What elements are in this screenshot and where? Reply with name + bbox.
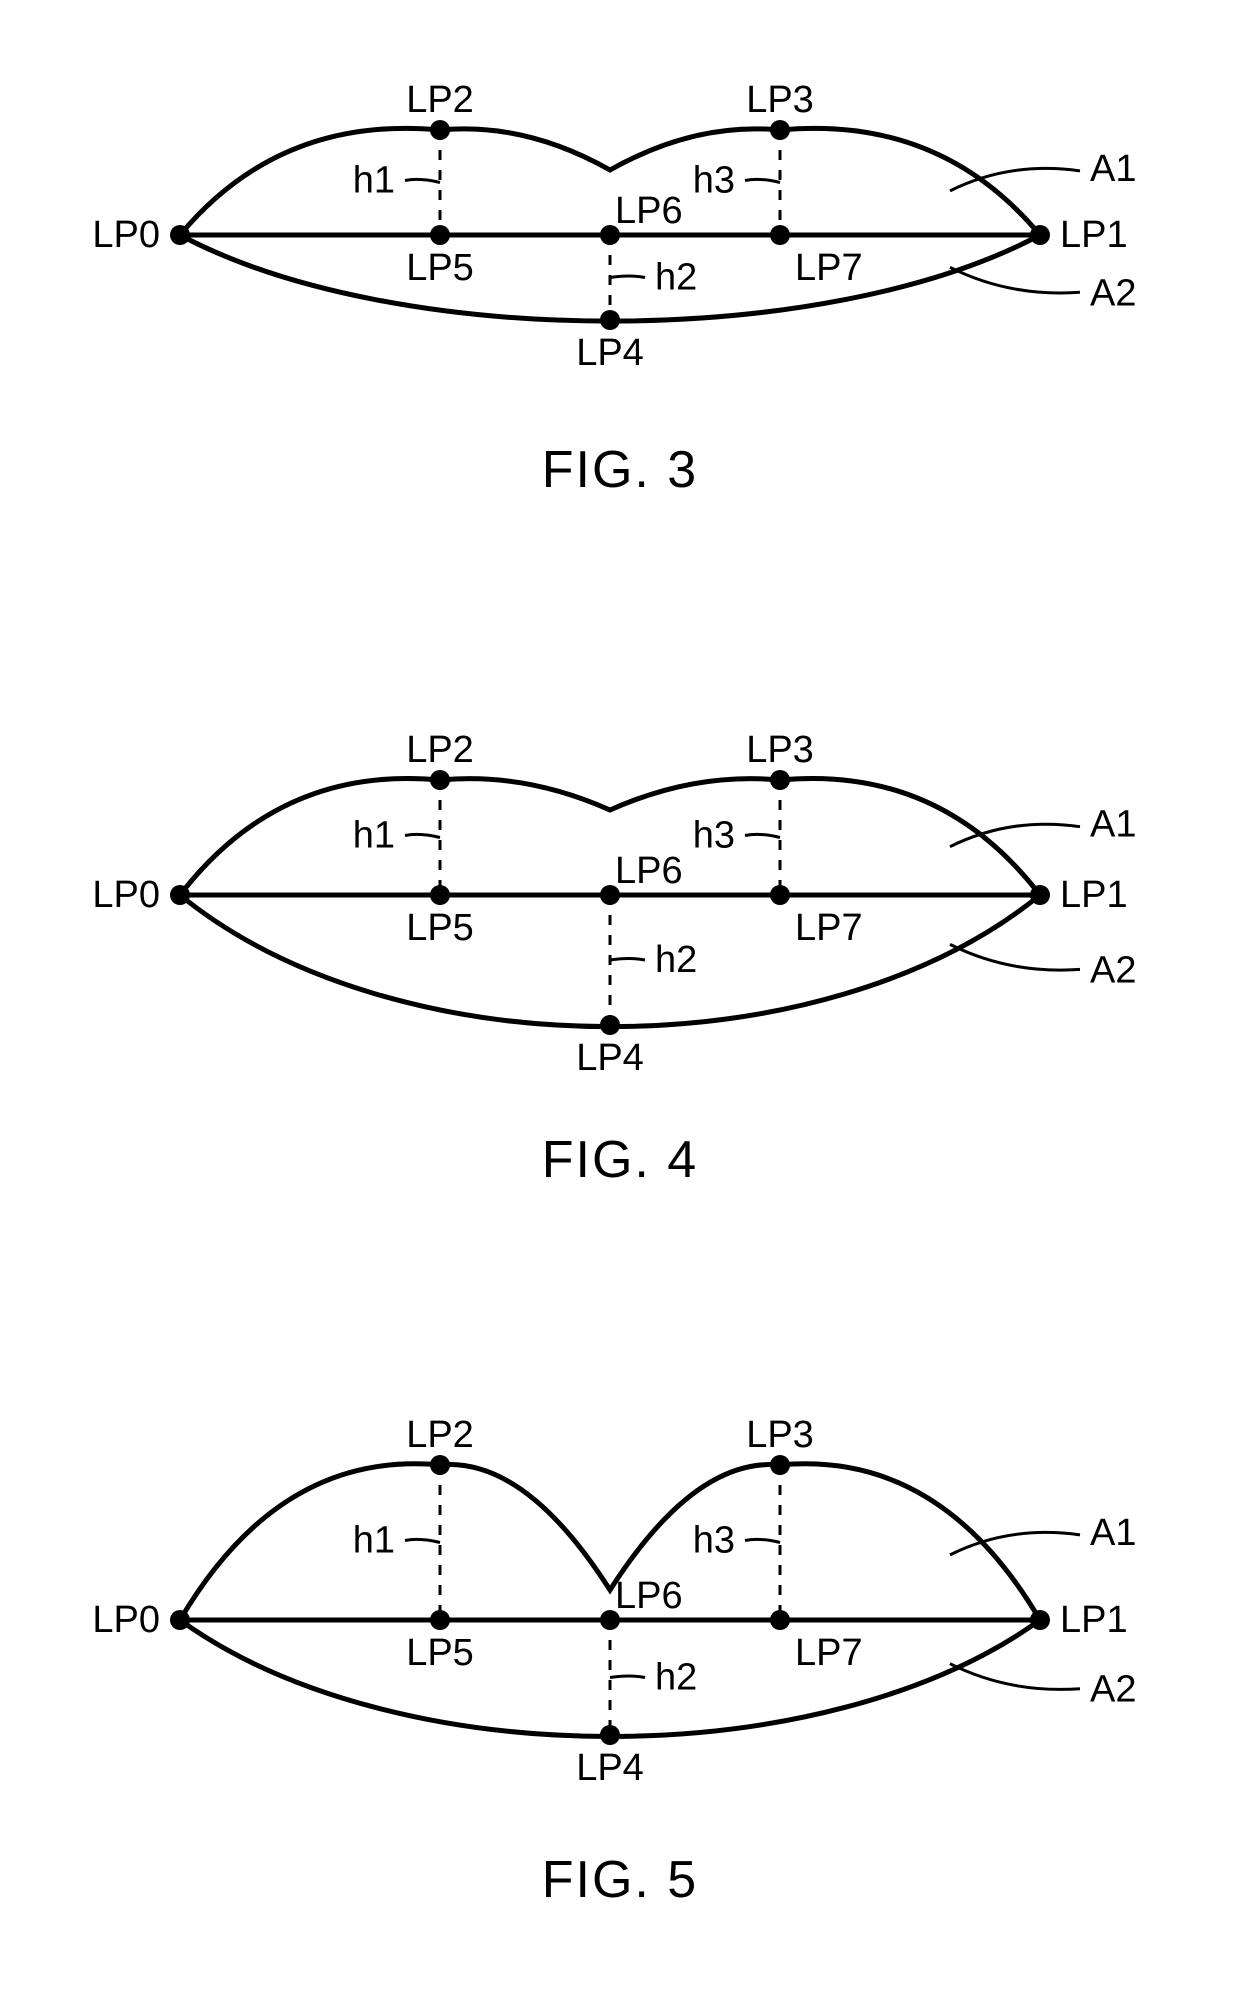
label-a1: A1 bbox=[1090, 804, 1136, 846]
label-h1: h1 bbox=[353, 815, 395, 857]
label-h2: h2 bbox=[655, 939, 697, 981]
fig3-svg: LP0 LP1 LP2 LP3 LP4 LP5 LP6 LP7 h1 h2 h3 A1 A2 bbox=[0, 40, 1240, 460]
upper-lip-curve bbox=[180, 1464, 1040, 1620]
label-lp1: LP1 bbox=[1060, 1599, 1128, 1641]
fig3-caption: FIG. 3 bbox=[0, 440, 1240, 500]
label-a1: A1 bbox=[1090, 148, 1136, 190]
point-lp5 bbox=[430, 225, 450, 245]
label-a2: A2 bbox=[1090, 1669, 1136, 1711]
point-lp2 bbox=[430, 770, 450, 790]
label-h2: h2 bbox=[655, 1657, 697, 1699]
fig5-svg: LP0 LP1 LP2 LP3 LP4 LP5 LP6 LP7 h1 h2 h3 A1 A2 bbox=[0, 1390, 1240, 1810]
h3-leader bbox=[745, 834, 780, 837]
h2-leader bbox=[610, 1676, 645, 1678]
point-lp0 bbox=[170, 885, 190, 905]
fig3: LP0 LP1 LP2 LP3 LP4 LP5 LP6 LP7 h1 h2 h3 A1 A2 bbox=[0, 40, 1240, 460]
label-h3: h3 bbox=[693, 1520, 735, 1562]
label-a2: A2 bbox=[1090, 949, 1136, 991]
fig4-svg: LP0 LP1 LP2 LP3 LP4 LP5 LP6 LP7 h1 h2 h3 A1 A2 bbox=[0, 700, 1240, 1120]
label-lp7: LP7 bbox=[795, 1632, 863, 1674]
label-h1: h1 bbox=[353, 1520, 395, 1562]
upper-lip-curve bbox=[180, 778, 1040, 895]
point-lp1 bbox=[1030, 1610, 1050, 1630]
label-lp3: LP3 bbox=[746, 1414, 814, 1456]
point-lp4 bbox=[600, 310, 620, 330]
label-lp0: LP0 bbox=[92, 874, 160, 916]
h1-leader bbox=[405, 1539, 440, 1542]
label-lp6: LP6 bbox=[615, 850, 683, 892]
label-lp1: LP1 bbox=[1060, 874, 1128, 916]
label-lp4: LP4 bbox=[576, 1747, 644, 1789]
label-lp3: LP3 bbox=[746, 79, 814, 121]
label-h3: h3 bbox=[693, 160, 735, 202]
fig4-caption: FIG. 4 bbox=[0, 1130, 1240, 1190]
point-lp3 bbox=[770, 120, 790, 140]
a2-leader bbox=[950, 944, 1080, 970]
label-lp2: LP2 bbox=[406, 1414, 474, 1456]
a2-leader bbox=[950, 1664, 1080, 1690]
point-lp3 bbox=[770, 770, 790, 790]
h1-leader bbox=[405, 179, 440, 182]
label-h1: h1 bbox=[353, 160, 395, 202]
point-lp4 bbox=[600, 1015, 620, 1035]
fig5: LP0 LP1 LP2 LP3 LP4 LP5 LP6 LP7 h1 h2 h3 A1 A2 bbox=[0, 1390, 1240, 1810]
label-lp2: LP2 bbox=[406, 79, 474, 121]
upper-lip-curve bbox=[180, 128, 1040, 235]
point-lp7 bbox=[770, 225, 790, 245]
label-h2: h2 bbox=[655, 257, 697, 299]
label-lp0: LP0 bbox=[92, 1599, 160, 1641]
fig4: LP0 LP1 LP2 LP3 LP4 LP5 LP6 LP7 h1 h2 h3 A1 A2 bbox=[0, 700, 1240, 1120]
label-lp5: LP5 bbox=[406, 247, 474, 289]
label-lp7: LP7 bbox=[795, 247, 863, 289]
label-lp6: LP6 bbox=[615, 190, 683, 232]
label-lp6: LP6 bbox=[615, 1575, 683, 1617]
a1-leader bbox=[950, 1532, 1080, 1555]
label-lp4: LP4 bbox=[576, 1037, 644, 1079]
lower-lip-curve bbox=[180, 1620, 1040, 1736]
point-lp1 bbox=[1030, 225, 1050, 245]
point-lp5 bbox=[430, 1610, 450, 1630]
label-lp3: LP3 bbox=[746, 729, 814, 771]
point-lp0 bbox=[170, 225, 190, 245]
point-lp2 bbox=[430, 120, 450, 140]
label-lp0: LP0 bbox=[92, 214, 160, 256]
point-lp0 bbox=[170, 1610, 190, 1630]
point-lp7 bbox=[770, 1610, 790, 1630]
a2-leader bbox=[950, 267, 1080, 293]
h2-leader bbox=[610, 959, 645, 961]
point-lp4 bbox=[600, 1725, 620, 1745]
label-lp5: LP5 bbox=[406, 1632, 474, 1674]
h3-leader bbox=[745, 1539, 780, 1542]
point-lp3 bbox=[770, 1455, 790, 1475]
label-a2: A2 bbox=[1090, 272, 1136, 314]
label-lp1: LP1 bbox=[1060, 214, 1128, 256]
point-lp5 bbox=[430, 885, 450, 905]
point-lp1 bbox=[1030, 885, 1050, 905]
fig5-caption: FIG. 5 bbox=[0, 1850, 1240, 1910]
label-lp4: LP4 bbox=[576, 332, 644, 374]
h1-leader bbox=[405, 834, 440, 837]
label-lp2: LP2 bbox=[406, 729, 474, 771]
label-a1: A1 bbox=[1090, 1512, 1136, 1554]
h2-leader bbox=[610, 276, 645, 278]
label-h3: h3 bbox=[693, 815, 735, 857]
point-lp7 bbox=[770, 885, 790, 905]
h3-leader bbox=[745, 179, 780, 182]
point-lp2 bbox=[430, 1455, 450, 1475]
label-lp5: LP5 bbox=[406, 907, 474, 949]
label-lp7: LP7 bbox=[795, 907, 863, 949]
